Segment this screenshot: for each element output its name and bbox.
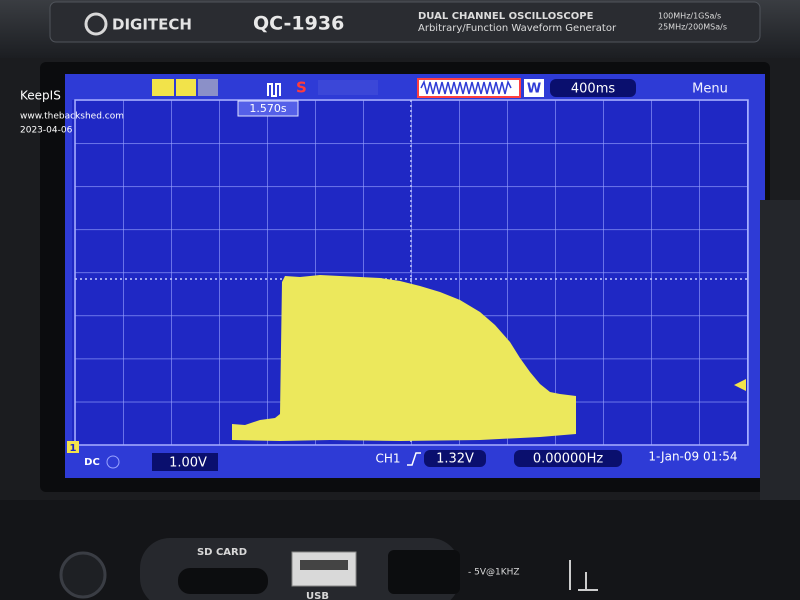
usb-label: USB	[306, 591, 329, 600]
ground-symbol	[569, 560, 598, 591]
site: www.thebackshed.com	[20, 112, 124, 122]
probe-comp-label: - 5V@1KHZ	[468, 568, 520, 578]
author: KeepIS	[20, 89, 61, 103]
channel-marker: 1	[70, 443, 77, 454]
channel-marker-box	[67, 441, 79, 453]
model: QC-1936	[253, 13, 344, 35]
waveform-label: W	[527, 82, 541, 97]
datetime: 1-Jan-09 01:54	[648, 450, 737, 464]
usb-tongue	[300, 560, 348, 570]
timebase-box	[550, 79, 636, 97]
side-panel	[760, 200, 800, 500]
icon	[152, 79, 174, 96]
trigger-position: 1.570s	[249, 102, 286, 115]
subtitle: Arbitrary/Function Waveform Generator	[418, 23, 617, 34]
edge-icon	[407, 452, 421, 466]
power-button[interactable]	[59, 551, 107, 599]
icon	[106, 455, 120, 469]
trigger-channel: CH1	[375, 452, 400, 466]
waveform	[232, 275, 576, 441]
probe-terminal	[388, 550, 460, 594]
icon	[176, 79, 196, 96]
waveform-thumbnail	[417, 78, 521, 98]
sd-card-label: SD CARD	[197, 547, 247, 558]
trigger-level: 1.32V	[436, 452, 474, 467]
label-plate	[49, 1, 761, 43]
trigger-mode: S	[296, 79, 307, 97]
coupling: DC	[84, 457, 100, 468]
timebase: 400ms	[571, 82, 615, 97]
volts-per-div: 1.00V	[169, 456, 207, 471]
spec: 100MHz/1GSa/s	[658, 12, 721, 21]
trigger-level-box	[424, 450, 486, 467]
date: 2023-04-06	[20, 126, 73, 136]
pulse-icon	[267, 83, 281, 97]
sd-slot	[178, 568, 268, 594]
menu[interactable]: Menu	[692, 82, 728, 97]
trigger-position-box	[237, 100, 299, 117]
volts-box	[152, 453, 218, 471]
label-box	[524, 79, 544, 97]
frequency-box	[514, 450, 622, 467]
spec: 25MHz/200MSa/s	[658, 23, 727, 32]
trigger-level-marker	[734, 379, 746, 391]
waveform-thumbnail-trace	[420, 79, 512, 95]
description: DUAL CHANNEL OSCILLOSCOPE	[418, 11, 594, 22]
icons	[318, 80, 378, 95]
icon	[198, 79, 218, 96]
frequency: 0.00000Hz	[533, 452, 604, 467]
brand: DIGITECH	[112, 16, 192, 34]
logo-icon	[84, 12, 108, 36]
